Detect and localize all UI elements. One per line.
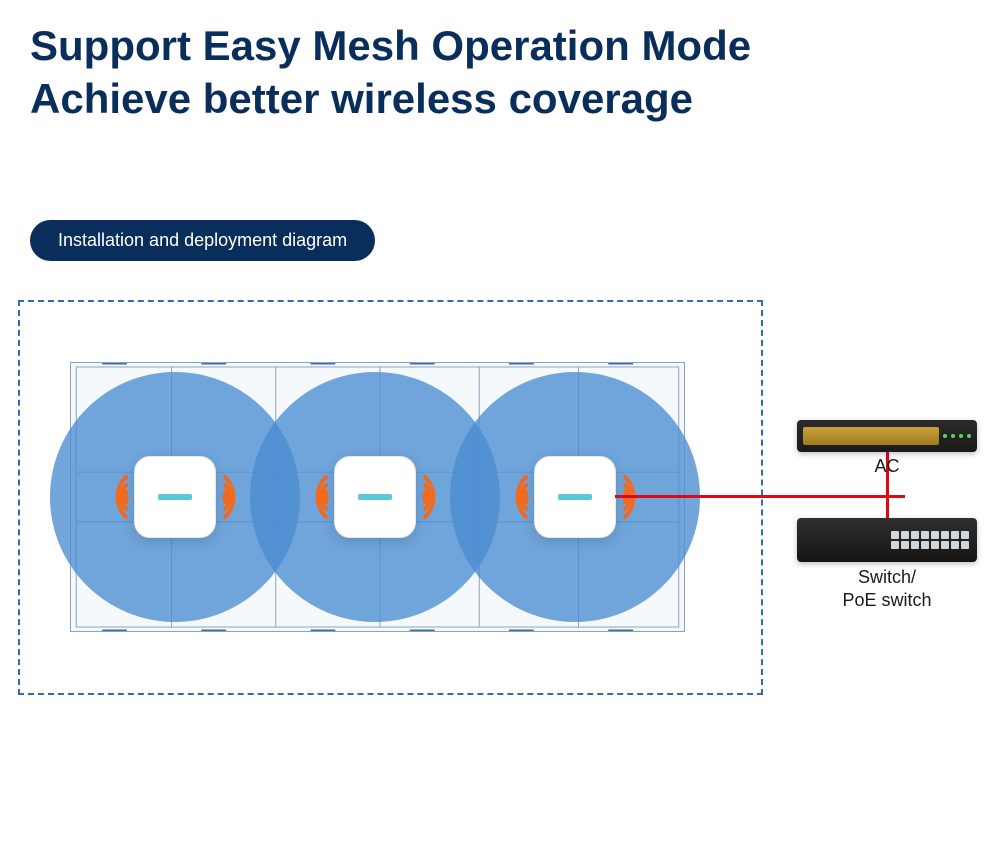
switch-device-icon [797, 518, 977, 562]
cable-line [615, 495, 905, 498]
wifi-icon [96, 470, 132, 524]
wifi-icon [219, 470, 255, 524]
wifi-icon [296, 470, 332, 524]
access-point-icon [134, 456, 216, 538]
led-icon [951, 434, 955, 438]
wifi-icon [496, 470, 532, 524]
page-title: Support Easy Mesh Operation Mode Achieve… [30, 20, 751, 125]
ac-faceplate [803, 427, 939, 445]
switch-label-line1: Switch/ [858, 567, 916, 587]
switch-label: Switch/ PoE switch [797, 566, 977, 611]
section-pill-label: Installation and deployment diagram [58, 230, 347, 250]
access-point-icon [534, 456, 616, 538]
led-icon [943, 434, 947, 438]
led-icon [967, 434, 971, 438]
port-grid [891, 531, 969, 549]
title-line-1: Support Easy Mesh Operation Mode [30, 20, 751, 73]
switch-label-line2: PoE switch [842, 590, 931, 610]
ac-controller-icon [797, 420, 977, 452]
access-point-icon [334, 456, 416, 538]
ac-label: AC [797, 456, 977, 477]
led-icon [959, 434, 963, 438]
wifi-icon [419, 470, 455, 524]
title-line-2: Achieve better wireless coverage [30, 73, 751, 126]
section-pill: Installation and deployment diagram [30, 220, 375, 261]
